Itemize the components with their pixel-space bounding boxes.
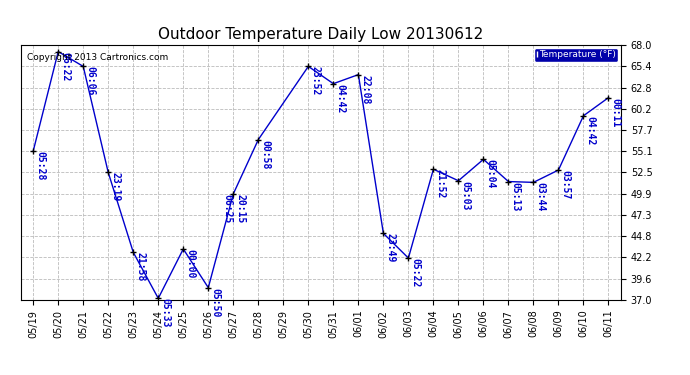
Text: 00:58: 00:58 <box>260 140 270 169</box>
Text: 06:06: 06:06 <box>86 66 95 96</box>
Text: 05:33: 05:33 <box>160 298 170 328</box>
Text: 03:57: 03:57 <box>560 170 571 200</box>
Text: 00:00: 00:00 <box>186 249 195 278</box>
Text: 05:22: 05:22 <box>411 258 420 287</box>
Text: 05:28: 05:28 <box>35 151 46 180</box>
Legend: Temperature (°F): Temperature (°F) <box>534 48 618 62</box>
Text: 06:25: 06:25 <box>222 194 232 223</box>
Text: 23:19: 23:19 <box>110 172 120 202</box>
Text: 05:13: 05:13 <box>511 182 520 211</box>
Text: 05:04: 05:04 <box>486 159 495 189</box>
Text: 22:08: 22:08 <box>360 75 371 104</box>
Text: 21:52: 21:52 <box>435 169 446 199</box>
Text: 21:58: 21:58 <box>135 252 146 282</box>
Text: 03:44: 03:44 <box>535 182 546 212</box>
Text: 05:03: 05:03 <box>460 181 471 210</box>
Text: 20:15: 20:15 <box>235 194 246 223</box>
Text: 04:42: 04:42 <box>586 116 595 145</box>
Text: 06:22: 06:22 <box>60 52 70 81</box>
Text: 23:52: 23:52 <box>310 66 320 96</box>
Text: 04:42: 04:42 <box>335 84 346 113</box>
Text: 00:11: 00:11 <box>611 98 620 127</box>
Title: Outdoor Temperature Daily Low 20130612: Outdoor Temperature Daily Low 20130612 <box>158 27 484 42</box>
Text: 05:50: 05:50 <box>210 288 220 317</box>
Text: Copyright 2013 Cartronics.com: Copyright 2013 Cartronics.com <box>27 53 168 62</box>
Text: 23:49: 23:49 <box>386 233 395 263</box>
